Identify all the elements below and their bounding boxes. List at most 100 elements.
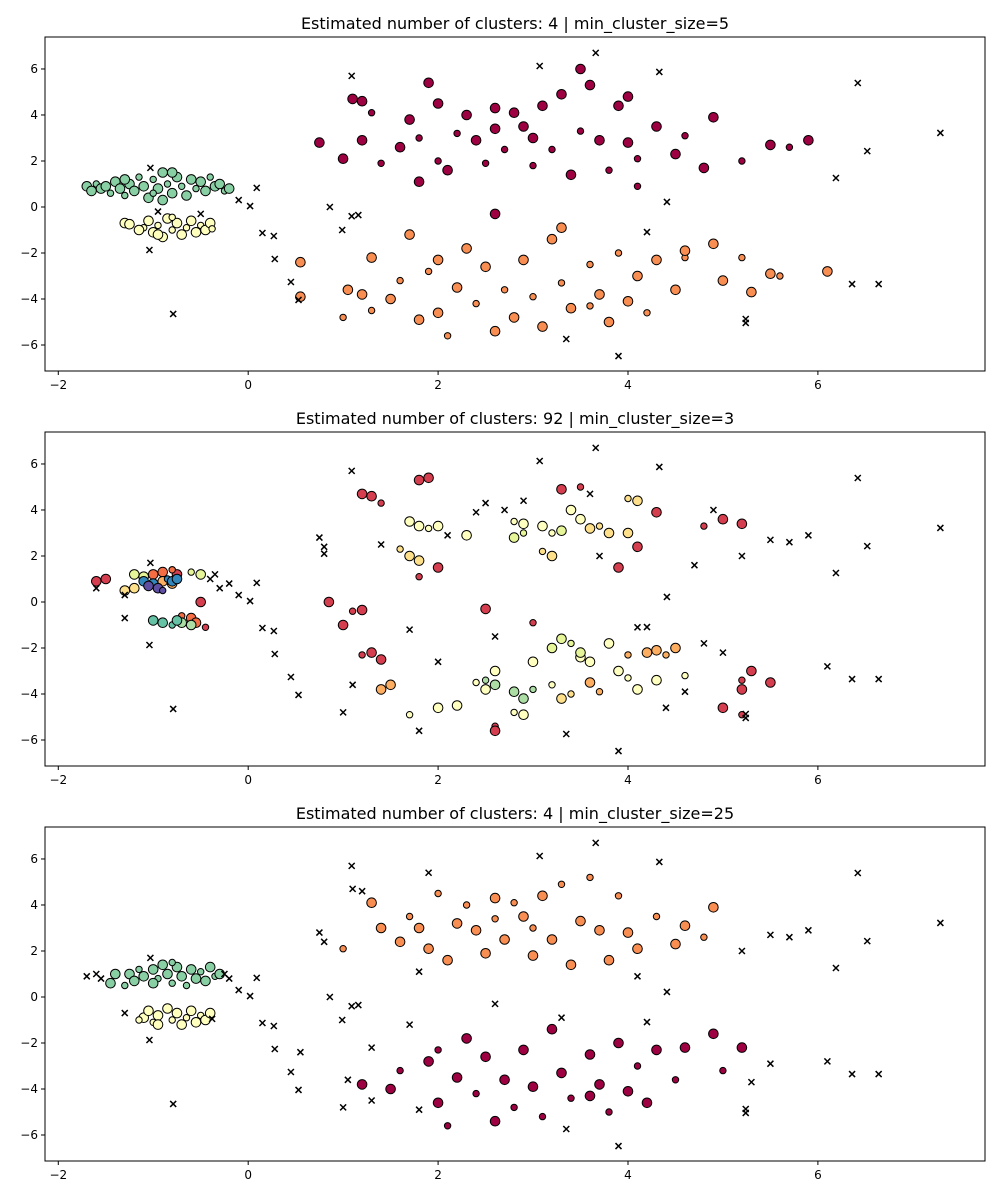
cluster-point (613, 100, 624, 112)
y-tick-label: 4 (30, 108, 38, 122)
noise-point (655, 463, 663, 471)
cluster-point (508, 686, 520, 698)
cluster-point (546, 642, 558, 654)
noise-point (253, 184, 261, 192)
cluster-point (201, 623, 210, 631)
cluster-point (614, 892, 623, 900)
noise-point (536, 62, 544, 70)
x-tick-label: 4 (624, 1168, 632, 1182)
noise-point (271, 255, 279, 263)
cluster-point (461, 1033, 472, 1044)
cluster-point (157, 959, 168, 971)
cluster-point (121, 981, 129, 990)
cluster-point (613, 1037, 624, 1049)
noise-point (270, 232, 278, 240)
noise-point (742, 1105, 750, 1113)
cluster-point (632, 684, 643, 695)
cluster-point (367, 306, 376, 315)
cluster-point (586, 260, 594, 269)
cluster-point (603, 638, 615, 649)
cluster-point (575, 915, 586, 927)
noise-point (406, 1021, 414, 1029)
cluster-point (168, 1016, 176, 1024)
noise-point (643, 623, 651, 631)
cluster-point (518, 518, 529, 530)
noise-point (246, 202, 254, 210)
cluster-point (166, 167, 178, 178)
cluster-point (100, 573, 112, 585)
cluster-point (548, 681, 556, 689)
cluster-point (472, 678, 480, 687)
noise-point (491, 632, 499, 641)
noise-point (595, 552, 604, 560)
cluster-point (143, 580, 154, 592)
cluster-point (168, 958, 176, 967)
cluster-point (114, 183, 126, 194)
cluster-point (105, 977, 116, 989)
cluster-point (529, 619, 537, 627)
cluster-point (182, 981, 191, 990)
cluster-point (527, 656, 539, 668)
cluster-point (405, 912, 414, 921)
cluster-point (149, 189, 157, 197)
cluster-point (356, 1079, 368, 1090)
subplot-1: Estimated number of clusters: 4 | min_cl… (20, 14, 986, 392)
noise-point (832, 174, 840, 182)
cluster-point (106, 189, 115, 197)
cluster-point (651, 645, 662, 656)
cluster-point (670, 148, 681, 160)
cluster-point (480, 684, 491, 695)
cluster-point (424, 267, 433, 276)
noise-point (287, 1068, 295, 1076)
x-tick-label: 0 (244, 1168, 252, 1182)
cluster-point (413, 474, 425, 486)
cluster-point (489, 725, 501, 737)
cluster-point (708, 238, 719, 250)
axes-frame (44, 36, 986, 372)
cluster-point (603, 954, 615, 966)
cluster-point (129, 582, 140, 594)
cluster-point (480, 1051, 491, 1063)
cluster-point (508, 312, 520, 323)
cluster-point (681, 671, 689, 680)
noise-point (97, 975, 105, 983)
noise-point (216, 584, 224, 592)
cluster-point (613, 665, 624, 677)
cluster-point (576, 127, 585, 135)
noise-point (246, 597, 254, 605)
cluster-point (489, 208, 501, 220)
cluster-point (385, 293, 396, 305)
cluster-point (143, 1005, 154, 1017)
y-tick-label: −2 (20, 641, 38, 655)
cluster-point (295, 256, 306, 268)
noise-point (434, 658, 442, 666)
x-tick-label: −2 (49, 1168, 67, 1182)
cluster-point (432, 520, 444, 532)
noise-point (339, 1103, 347, 1111)
cluster-point (595, 522, 604, 530)
noise-point (287, 278, 295, 286)
cluster-point (121, 191, 129, 200)
noise-point (854, 869, 862, 877)
cluster-point (200, 185, 211, 197)
noise-point (271, 650, 279, 658)
cluster-point (432, 702, 444, 714)
cluster-point (190, 227, 202, 238)
plot-area (91, 444, 944, 755)
noise-point (663, 198, 671, 206)
cluster-point (415, 134, 423, 142)
cluster-point (480, 261, 491, 273)
noise-point (415, 727, 423, 735)
cluster-point (519, 529, 528, 537)
cluster-point (518, 693, 529, 704)
cluster-point (548, 145, 556, 154)
cluster-point (366, 490, 377, 502)
cluster-point (129, 185, 140, 197)
noise-point (709, 506, 717, 514)
cluster-point (432, 98, 444, 109)
noise-point (315, 534, 323, 542)
noise-point (258, 624, 266, 632)
cluster-point (157, 617, 168, 629)
cluster-point (423, 1056, 434, 1067)
cluster-point (197, 968, 205, 976)
